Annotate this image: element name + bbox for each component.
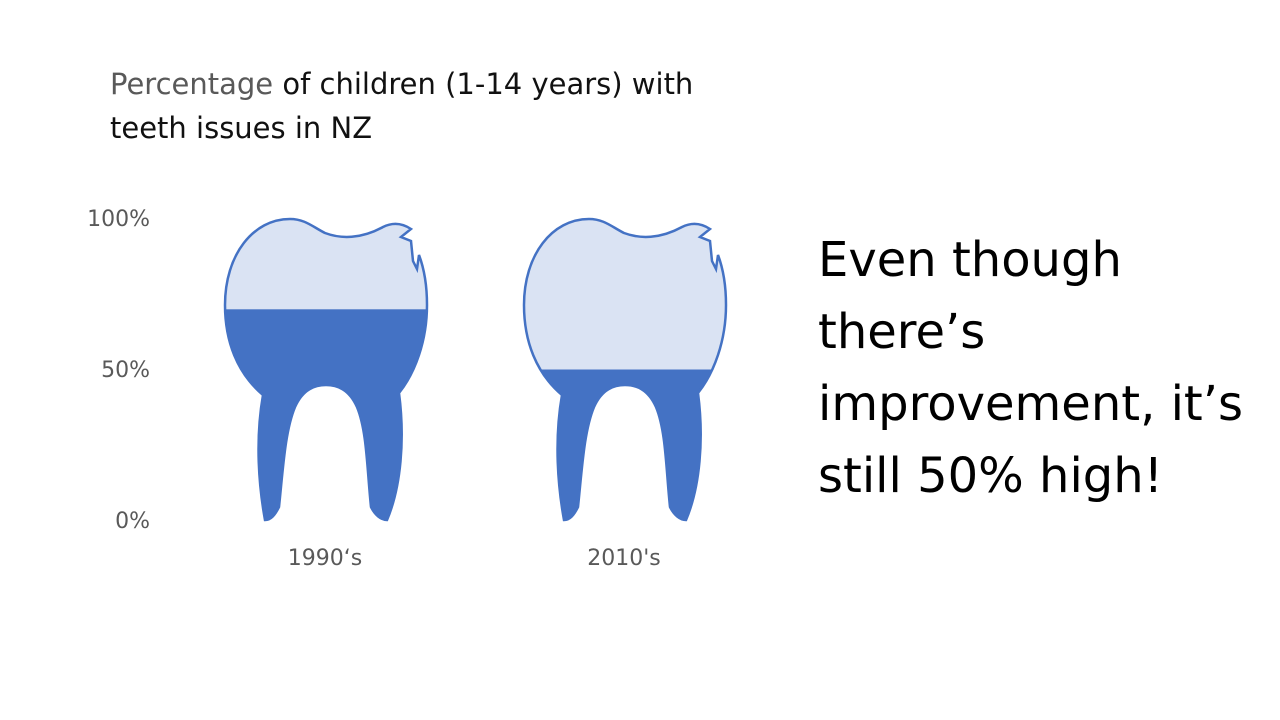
y-tick-label-100: 100% <box>87 207 150 232</box>
tooth-value-fill <box>225 309 427 520</box>
chart-title-rest: of children (1-14 years) with teeth issu… <box>110 67 694 145</box>
y-tick-label-0: 0% <box>115 509 150 534</box>
tooth-outline <box>522 217 728 522</box>
callout-text: Even though there’s improvement, it’s st… <box>818 232 1244 504</box>
tooth-outline <box>223 217 429 522</box>
tooth-bar-1 <box>223 217 429 522</box>
chart-title: Percentage of children (1-14 years) with… <box>110 62 750 150</box>
category-label-2010s: 2010's <box>587 546 661 571</box>
tooth-value-fill <box>524 369 726 520</box>
chart-title-accent: Percentage <box>110 67 274 101</box>
category-label-1990s: 1990‘s <box>287 546 363 571</box>
tooth-bar-2 <box>522 217 728 522</box>
y-tick-label-50: 50% <box>101 358 150 383</box>
